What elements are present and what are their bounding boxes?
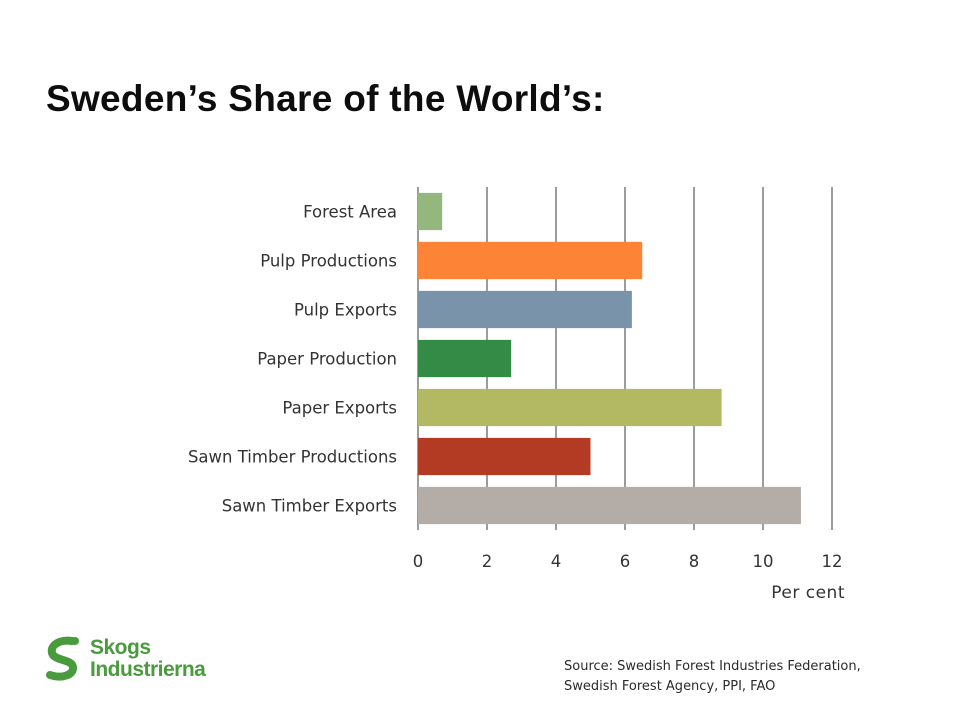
category-label: Sawn Timber Productions: [188, 448, 397, 467]
page-title: Sweden’s Share of the World’s:: [46, 78, 605, 119]
bar-pulp-productions: [418, 241, 643, 280]
source-line-1: Source: Swedish Forest Industries Federa…: [564, 659, 861, 674]
category-label: Pulp Productions: [260, 252, 397, 271]
source-note: Source: Swedish Forest Industries Federa…: [564, 657, 944, 697]
logo-line-1: Skogs: [90, 636, 151, 659]
category-labels: Forest Area Pulp Productions Pulp Exports P…: [188, 203, 397, 516]
x-tick-label: 4: [551, 552, 562, 571]
source-line-2: Swedish Forest Agency, PPI, FAO: [564, 679, 776, 694]
bar-sawn-timber-productions: [418, 437, 591, 476]
bar-paper-production: [418, 339, 512, 378]
bar-sawn-timber-exports: [418, 486, 801, 525]
logo-wordmark: Skogs Industrierna: [90, 636, 206, 681]
x-axis-title: Per cent: [771, 583, 845, 603]
category-label: Paper Exports: [282, 399, 397, 418]
x-axis-ticks: 0 2 4 6 8 10 12: [413, 552, 843, 571]
bar-forest-area: [418, 192, 443, 231]
category-label: Forest Area: [303, 203, 397, 222]
x-tick-label: 2: [482, 552, 493, 571]
category-label: Sawn Timber Exports: [222, 497, 397, 516]
logo-line-2: Industrierna: [90, 658, 206, 681]
bar-pulp-exports: [418, 290, 632, 329]
x-tick-label: 0: [413, 552, 424, 571]
chart-bars: [418, 192, 801, 525]
x-tick-label: 10: [753, 552, 774, 571]
bar-paper-exports: [418, 388, 722, 427]
category-label: Paper Production: [257, 350, 397, 369]
category-label: Pulp Exports: [294, 301, 397, 320]
leaf-s-icon: [46, 636, 79, 681]
x-tick-label: 6: [620, 552, 631, 571]
x-tick-label: 12: [822, 552, 843, 571]
x-tick-label: 8: [689, 552, 700, 571]
skogsindustrierna-logo: Skogs Industrierna: [42, 635, 242, 685]
bar-chart: Forest Area Pulp Productions Pulp Exports P…: [188, 187, 845, 603]
